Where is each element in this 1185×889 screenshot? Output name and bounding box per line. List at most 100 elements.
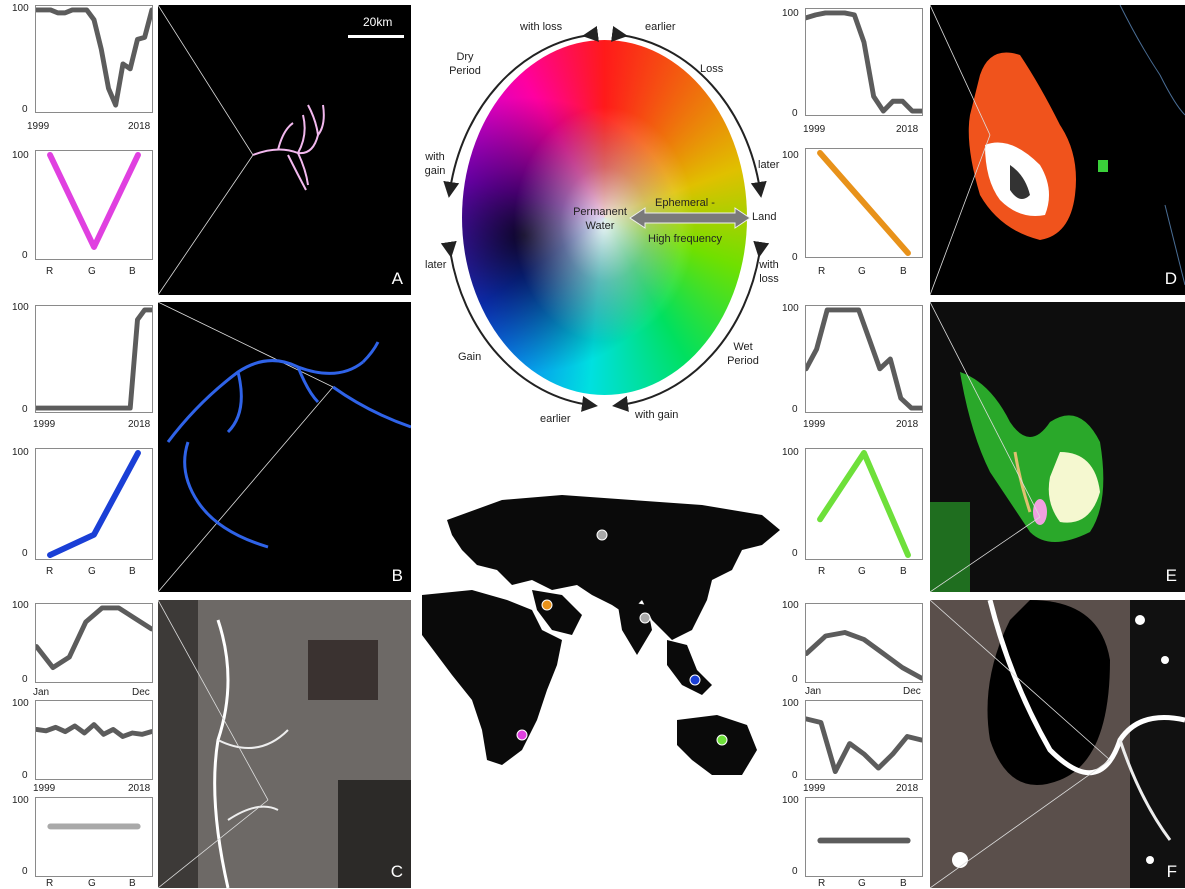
satellite-image-f: F xyxy=(930,600,1185,888)
satellite-f-art xyxy=(930,600,1185,888)
x-g-label: G xyxy=(858,266,866,277)
satellite-c-art xyxy=(158,600,411,888)
wheel-gain: Gain xyxy=(458,351,482,363)
chart-f-rgb-svg xyxy=(817,837,911,844)
satellite-d-art xyxy=(930,5,1185,295)
chart-e-time-svg xyxy=(806,307,922,411)
chart-e-rgb xyxy=(805,448,923,560)
satellite-image-e: E xyxy=(930,302,1185,592)
x-b-label: B xyxy=(900,878,907,889)
series-line xyxy=(806,307,922,411)
wheel-loss: Loss xyxy=(700,63,724,75)
series-line xyxy=(806,630,922,681)
wheel-bottom-earlier: earlier xyxy=(540,413,571,425)
series-line xyxy=(36,307,152,411)
series-line xyxy=(806,10,922,114)
wheel-ephemeral: Ephemeral - xyxy=(655,197,715,209)
y-max-label: 100 xyxy=(782,600,799,611)
chart-a-time xyxy=(35,5,153,113)
y-min-label: 0 xyxy=(792,866,798,877)
y-max-label: 100 xyxy=(12,795,29,806)
x-end-label: 2018 xyxy=(128,783,151,794)
arc-loss xyxy=(611,26,767,198)
x-dec-label: Dec xyxy=(132,687,150,698)
marker-b xyxy=(689,674,701,686)
chart-b-rgb xyxy=(35,448,153,560)
x-b-label: B xyxy=(900,566,907,577)
satellite-b-art xyxy=(158,302,411,592)
y-max-label: 100 xyxy=(12,698,29,709)
satellite-image-d: D xyxy=(930,5,1185,295)
marker-a xyxy=(516,729,528,741)
x-g-label: G xyxy=(88,878,96,889)
x-g-label: G xyxy=(858,566,866,577)
wheel-permanent-water: Permanent Water xyxy=(573,206,627,232)
panel-label-f: F xyxy=(1166,862,1177,881)
wheel-top-with-loss: with loss xyxy=(520,21,563,33)
wheel-bottom-with-gain: with gain xyxy=(635,409,679,421)
y-min-label: 0 xyxy=(792,252,798,263)
y-max-label: 100 xyxy=(782,447,799,458)
chart-e-time xyxy=(805,305,923,413)
chart-c-year-svg xyxy=(36,722,152,739)
panel-label-c: C xyxy=(390,862,403,881)
x-b-label: B xyxy=(129,878,136,889)
permanent-land-arrow xyxy=(629,207,751,229)
chart-f-rgb xyxy=(805,797,923,877)
wheel-left-later: later xyxy=(425,259,447,271)
chart-b-time xyxy=(35,305,153,413)
chart-b-time-svg xyxy=(36,307,152,411)
wheel-top-earlier: earlier xyxy=(645,21,676,33)
chart-e-rgb-svg xyxy=(817,449,911,559)
chart-c-year xyxy=(35,700,153,780)
marker-e xyxy=(716,734,728,746)
y-min-label: 0 xyxy=(22,404,28,415)
arc-dry-period xyxy=(443,26,599,198)
wheel-land: Land xyxy=(752,211,777,223)
x-jan-label: Jan xyxy=(805,686,822,697)
y-min-label: 0 xyxy=(792,770,798,781)
panel-label-b: B xyxy=(391,566,403,585)
chart-c-rgb-svg xyxy=(47,823,141,830)
panel-label-d: D xyxy=(1164,269,1177,288)
series-line xyxy=(47,449,141,559)
satellite-a-art xyxy=(158,5,404,295)
wheel-wet-period: Wet Period xyxy=(727,341,759,367)
chart-d-time xyxy=(805,8,923,116)
series-line xyxy=(817,149,911,257)
chart-c-month-svg xyxy=(36,605,152,671)
wheel-right-later: later xyxy=(758,159,780,171)
x-b-label: B xyxy=(900,266,907,277)
chart-d-time-svg xyxy=(806,10,922,114)
panel-label-a: A xyxy=(391,269,403,288)
x-end-label: 2018 xyxy=(128,121,151,132)
panel-label-e: E xyxy=(1165,566,1177,585)
chart-a-rgb xyxy=(35,150,153,260)
y-min-label: 0 xyxy=(792,548,798,559)
y-min-label: 0 xyxy=(22,250,28,261)
series-line xyxy=(47,151,141,250)
chart-d-rgb xyxy=(805,148,923,258)
y-max-label: 100 xyxy=(12,3,29,14)
marker-c xyxy=(639,612,651,624)
x-end-label: 2018 xyxy=(896,783,919,794)
x-start-label: 1999 xyxy=(33,419,56,430)
x-b-label: B xyxy=(129,566,136,577)
series-line xyxy=(36,7,152,108)
y-min-label: 0 xyxy=(792,404,798,415)
arc-wet-period xyxy=(612,240,770,412)
y-max-label: 100 xyxy=(782,303,799,314)
x-start-label: 1999 xyxy=(803,419,826,430)
x-start-label: 1999 xyxy=(803,124,826,135)
chart-a-time-svg xyxy=(36,7,152,108)
x-r-label: R xyxy=(818,878,826,889)
x-r-label: R xyxy=(818,266,826,277)
chart-b-rgb-svg xyxy=(47,449,141,559)
y-max-label: 100 xyxy=(782,698,799,709)
scale-bar-label: 20km xyxy=(363,15,393,29)
x-end-label: 2018 xyxy=(896,124,919,135)
chart-a-rgb-svg xyxy=(47,151,141,250)
chart-f-month xyxy=(805,603,923,683)
chart-c-month xyxy=(35,603,153,683)
x-end-label: 2018 xyxy=(896,419,919,430)
